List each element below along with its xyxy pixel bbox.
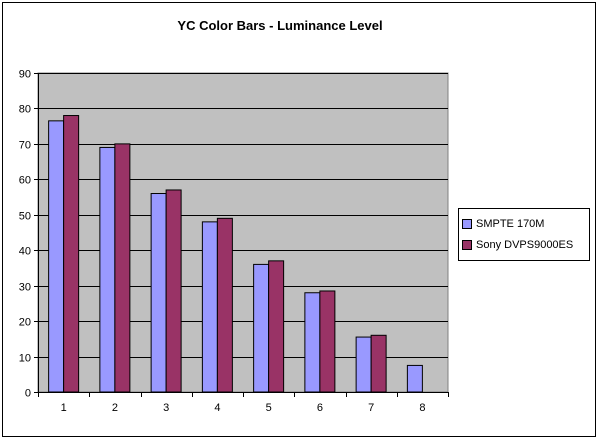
legend-item-series-1: SMPTE 170M [462,213,586,234]
y-tick-label-1: 10 [19,353,31,365]
bar-series-2-cat-5 [268,260,285,393]
y-tick-label-8: 80 [19,104,31,116]
bar-series-2-cat-7 [370,334,387,393]
chart-title: YC Color Bars - Luminance Level [177,18,383,33]
y-tick-label-7: 70 [19,140,31,152]
bar-series-2-cat-2 [114,143,131,393]
legend-item-series-2: Sony DVPS9000ES [462,234,586,255]
legend-label-series-2: Sony DVPS9000ES [476,238,574,251]
bar-series-1-cat-2 [99,146,116,393]
y-tick-label-2: 20 [19,317,31,329]
y-tick-label-5: 50 [19,211,31,223]
x-tick-label-1: 1 [61,402,67,414]
x-tick-label-2: 2 [112,402,118,414]
x-tick-label-4: 4 [214,402,220,414]
bar-series-2-cat-1 [63,115,80,393]
y-tick-label-3: 30 [19,282,31,294]
x-tick-label-6: 6 [317,402,323,414]
x-tick-label-5: 5 [266,402,272,414]
bar-series-1-cat-1 [48,120,65,393]
bar-series-1-cat-8 [406,364,423,393]
chart-legend: SMPTE 170M Sony DVPS9000ES [458,208,590,261]
x-tick-label-7: 7 [368,402,374,414]
legend-label-series-1: SMPTE 170M [476,217,545,230]
y-tick-label-4: 40 [19,246,31,258]
bar-series-1-cat-3 [150,193,167,393]
bar-series-2-cat-3 [165,189,182,393]
legend-swatch-series-1 [462,218,472,229]
bar-series-2-cat-4 [216,217,233,393]
x-tick-label-8: 8 [419,402,425,414]
y-tick-label-0: 0 [25,388,31,400]
bar-series-2-cat-6 [319,290,336,393]
bar-series-1-cat-7 [355,336,372,393]
bar-series-1-cat-5 [253,263,270,393]
y-tick-label-9: 90 [19,69,31,81]
y-tick-label-6: 60 [19,175,31,187]
x-tick-label-3: 3 [163,402,169,414]
legend-swatch-series-2 [462,239,472,250]
bar-series-1-cat-4 [201,221,218,393]
bar-series-1-cat-6 [304,292,321,393]
